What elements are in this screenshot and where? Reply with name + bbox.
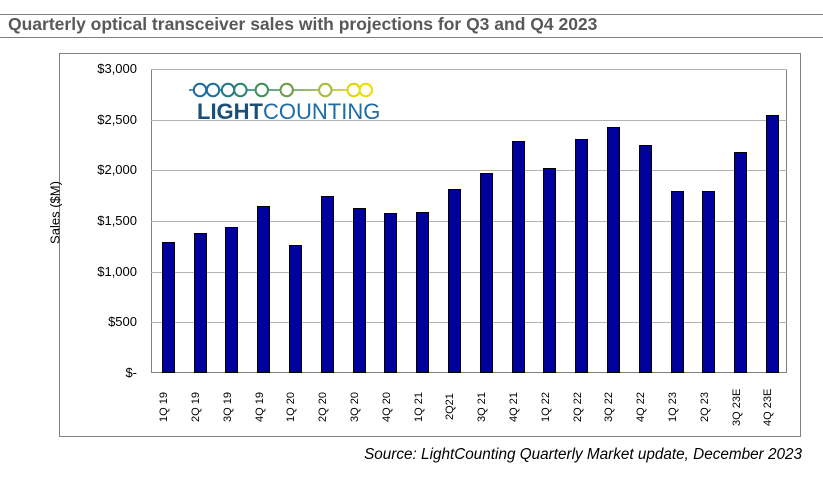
svg-text:LIGHTCOUNTING: LIGHTCOUNTING xyxy=(197,99,380,124)
